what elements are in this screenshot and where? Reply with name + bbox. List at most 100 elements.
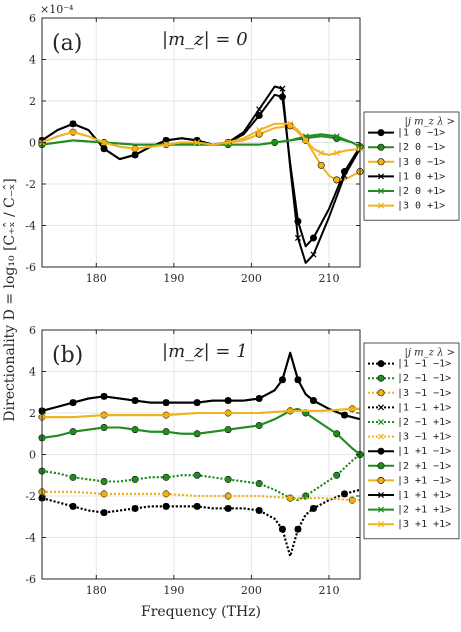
data-point <box>70 129 77 136</box>
legend-marker <box>377 462 385 470</box>
panel-a: -6 -4 -2 0 2 4 6 180 190 200 210 (a) |m_z| = 0 ×10⁻⁴ |… <box>25 3 460 285</box>
x-tick-label: 210 <box>318 272 339 285</box>
y-tick-label: -4 <box>25 532 36 545</box>
series-line <box>41 133 361 148</box>
data-point <box>318 149 325 156</box>
series-10 <box>38 407 364 458</box>
series-2 <box>38 122 364 184</box>
data-point <box>225 505 232 512</box>
legend-entry: |1 +1 +1> <box>397 490 451 501</box>
y-tick-label: 2 <box>29 407 36 420</box>
legend-marker <box>377 129 385 137</box>
legend-marker <box>377 360 385 368</box>
data-point <box>163 412 170 419</box>
legend-entry: |2 −1 +1> <box>397 417 451 428</box>
legend-marker <box>377 433 385 440</box>
series-line <box>41 351 361 421</box>
legend-marker <box>377 389 385 397</box>
panel-label: (b) <box>52 343 83 368</box>
data-point <box>132 397 139 404</box>
series-line <box>41 351 361 421</box>
data-point <box>287 407 294 414</box>
legend-marker <box>377 447 385 455</box>
legend-marker <box>377 374 385 382</box>
legend-header: |j m_z λ > <box>405 117 455 128</box>
data-point <box>101 490 108 497</box>
data-point <box>279 526 286 533</box>
y-tick-label: 6 <box>29 324 36 337</box>
data-point <box>310 251 317 258</box>
series-5 <box>38 120 364 156</box>
legend-entry: |3 +1 +1> <box>397 519 451 530</box>
y-tick-label: -2 <box>25 490 36 503</box>
legend-entry: |2 0 −1> <box>397 142 445 153</box>
legend-marker <box>377 143 385 151</box>
data-point <box>256 507 263 514</box>
data-point <box>333 149 340 156</box>
data-point <box>341 490 348 497</box>
data-point <box>70 428 77 435</box>
panel-b: -6 -4 -2 0 2 4 6 180 190 200 210 (b) |m_z| = 1 Freque… <box>25 324 460 620</box>
x-tick-label: 200 <box>241 584 262 597</box>
legend-header: |j m_z λ > <box>405 348 455 359</box>
data-point <box>333 133 340 140</box>
data-point <box>225 409 232 417</box>
mz-annotation: |m_z| = 1 <box>162 341 248 362</box>
y-tick-label: 4 <box>29 54 36 67</box>
legend-marker <box>377 418 385 426</box>
data-point <box>349 405 356 412</box>
y-tick-label: 0 <box>29 449 36 462</box>
x-tick-label: 190 <box>163 584 184 597</box>
data-point <box>309 234 317 242</box>
series-line <box>41 407 361 456</box>
legend-marker <box>377 187 385 195</box>
legend-entry: |3 −1 −1> <box>397 388 451 399</box>
legend-entry: |3 +1 −1> <box>397 475 451 486</box>
y-tick-label: 0 <box>29 137 36 150</box>
data-point <box>341 172 348 179</box>
data-point <box>194 399 201 406</box>
panel-label: (a) <box>52 31 82 56</box>
legend-marker <box>377 476 385 484</box>
legend-entry: |2 +1 +1> <box>397 505 451 516</box>
data-point <box>349 497 356 504</box>
series-9 <box>38 351 361 421</box>
legend-entry: |2 +1 −1> <box>397 461 451 472</box>
data-point <box>333 472 340 479</box>
data-point <box>163 474 170 481</box>
y-tick-label: 4 <box>29 366 36 379</box>
y-axis-label: Directionality D = log₁₀ [C₊ₓ̂ / C₋ₓ̂] <box>2 178 18 421</box>
legend-marker <box>377 404 385 411</box>
legend-marker <box>377 202 385 209</box>
data-point <box>225 397 232 404</box>
legend-marker <box>377 158 385 166</box>
legend-marker <box>377 521 385 528</box>
data-point <box>279 85 286 92</box>
data-point <box>163 490 170 497</box>
legend-entry: |1 +1 −1> <box>397 446 451 457</box>
series-6 <box>38 351 361 421</box>
x-tick-label: 200 <box>241 272 262 285</box>
series-0 <box>38 93 361 248</box>
data-point <box>310 397 317 404</box>
data-point <box>101 145 108 152</box>
data-point <box>194 430 201 437</box>
series-line <box>42 407 360 419</box>
data-point <box>225 139 232 146</box>
series-0 <box>38 488 361 558</box>
x-tick-label: 180 <box>86 584 107 597</box>
legend-box <box>363 111 460 221</box>
legend-marker <box>377 506 385 513</box>
legend-entry: |1 0 +1> <box>397 171 445 182</box>
y-tick-label: -4 <box>25 220 36 233</box>
data-point <box>194 472 201 479</box>
data-point <box>317 161 325 169</box>
data-point <box>163 428 170 435</box>
data-point <box>194 503 201 510</box>
data-point <box>101 478 108 485</box>
legend: |j m_z λ >|1 −1 −1> |2 −1 −1> |3 −1 −1> |1 … <box>363 342 460 540</box>
data-point <box>341 412 348 419</box>
data-point <box>225 492 232 500</box>
series-line <box>41 93 361 248</box>
data-point <box>132 151 139 158</box>
